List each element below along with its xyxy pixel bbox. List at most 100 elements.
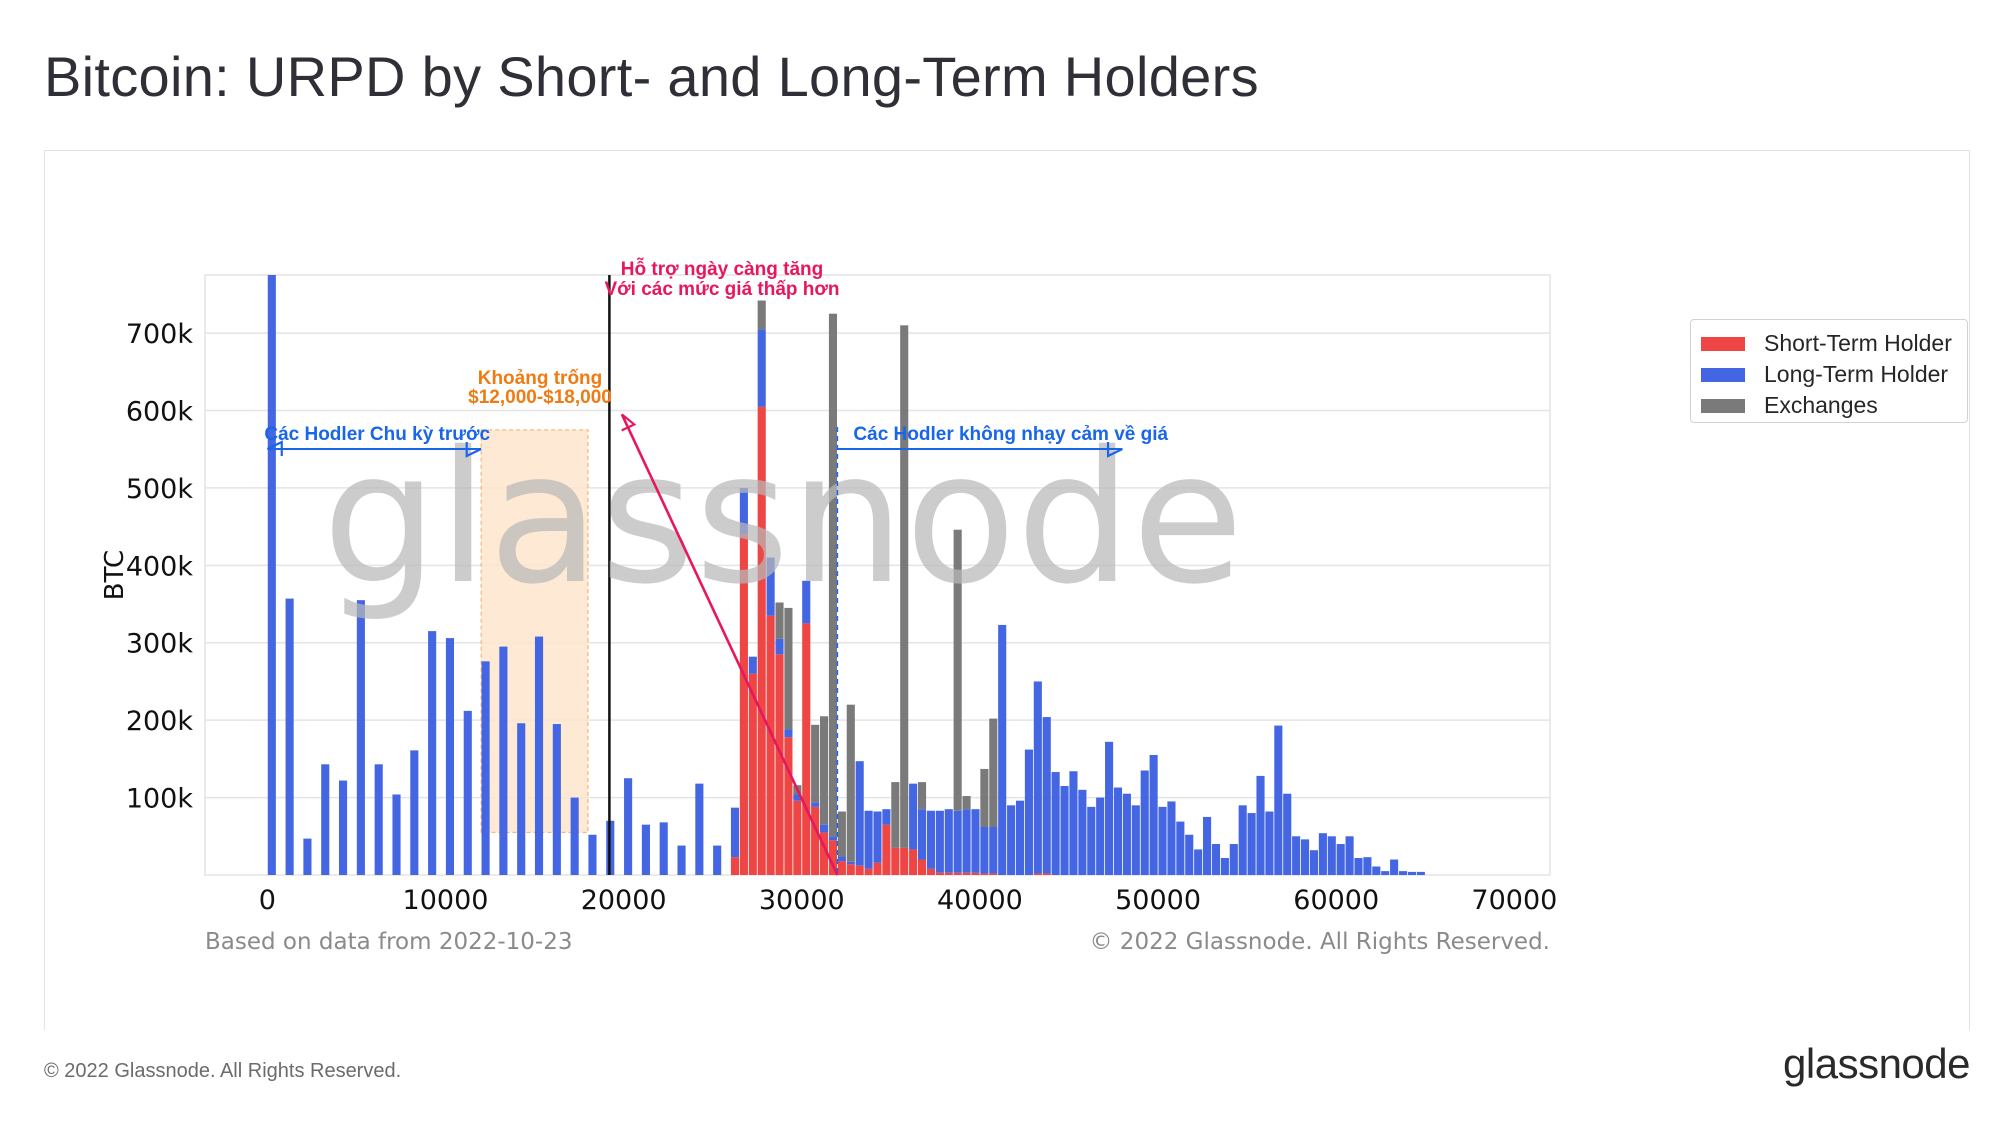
axes: BTC 100k 200k 300k 400k 500k 600k 700k 0 10000 200…	[100, 319, 1557, 955]
bar-long-term	[944, 809, 953, 873]
bar-short-term	[900, 847, 909, 875]
x-tick-label: 30000	[759, 885, 845, 916]
bar-short-term	[766, 615, 775, 875]
gap-highlight	[480, 429, 589, 833]
legend-label: Short-Term Holder	[1764, 330, 1952, 356]
bar-long-term	[828, 836, 838, 841]
bar-long-term	[1176, 821, 1185, 875]
page-title: Bitcoin: URPD by Short- and Long-Term Ho…	[44, 45, 1259, 108]
bar-long-term	[1185, 834, 1194, 875]
bar-short-term	[748, 673, 757, 875]
insensitive-arrowhead	[1106, 442, 1123, 458]
bar-long-term	[757, 329, 766, 407]
bar-long-term	[392, 794, 401, 875]
bar-long-term	[989, 827, 998, 874]
bar-long-term	[1283, 793, 1292, 875]
bar-long-term	[1060, 785, 1069, 875]
bar-long-term	[428, 631, 437, 875]
chart-card: glassnode BTC 100k 200k 300k 400k 500k 600k 700…	[44, 150, 1970, 1030]
bar-long-term	[534, 636, 544, 875]
bar-long-term	[1113, 787, 1123, 875]
bar-short-term	[784, 737, 793, 875]
bar-long-term	[1033, 681, 1042, 874]
bar-long-term	[971, 809, 980, 873]
bar-exchanges	[820, 716, 829, 825]
bar-short-term	[846, 864, 855, 875]
bar-long-term	[1336, 844, 1345, 875]
bar-short-term	[1042, 873, 1051, 875]
bar-long-term	[677, 845, 686, 875]
bar-long-term	[1274, 725, 1283, 875]
y-tick-label: 400k	[126, 551, 194, 582]
y-tick-label: 300k	[126, 629, 194, 660]
y-tick-label: 100k	[126, 784, 194, 815]
bar-long-term	[1407, 871, 1416, 875]
legend-swatch-short-term	[1701, 336, 1745, 351]
bar-short-term	[935, 872, 944, 875]
bar-short-term	[820, 832, 829, 875]
annotations: Các Hodler Chu kỳ trước Các Hodler không …	[264, 258, 1169, 876]
bar-short-term	[837, 861, 846, 875]
support-arrowhead	[621, 413, 637, 432]
bar-long-term	[1256, 775, 1265, 875]
bar-exchanges	[846, 704, 855, 862]
bar-long-term	[517, 723, 526, 875]
bar-long-term	[730, 807, 740, 858]
data-date-note: Based on data from 2022-10-23	[205, 929, 573, 955]
bar-long-term	[882, 809, 891, 825]
bar-exchanges	[837, 811, 846, 857]
bar-exchanges	[917, 782, 927, 810]
copyright-note: © 2022 Glassnode. All Rights Reserved.	[1090, 929, 1551, 955]
prev-cycle-arrowhead-right	[465, 442, 482, 458]
bar-exchanges	[989, 718, 998, 827]
bar-long-term	[926, 810, 935, 869]
bar-short-term	[962, 872, 971, 875]
bar-long-term	[1354, 857, 1363, 875]
bar-long-term	[481, 661, 490, 875]
bar-long-term	[775, 638, 784, 655]
legend-item-short-term: Short-Term Holder	[1701, 328, 1957, 359]
bar-exchanges	[980, 768, 989, 827]
legend-label: Long-Term Holder	[1764, 361, 1949, 387]
support-label-line: Hỗ trợ ngày càng tăng	[621, 258, 823, 280]
bar-long-term	[1229, 844, 1238, 875]
bar-long-term	[499, 646, 508, 875]
bar-long-term	[570, 797, 579, 875]
bar-short-term	[882, 824, 891, 875]
bar-long-term	[1300, 839, 1310, 875]
bar-short-term	[811, 806, 820, 875]
bar-long-term	[1220, 857, 1229, 875]
x-tick-label: 10000	[403, 885, 489, 916]
y-tick-label: 500k	[126, 474, 194, 505]
page-footer: © 2022 Glassnode. All Rights Reserved.	[44, 1060, 402, 1082]
bar-short-term	[802, 623, 811, 875]
bar-long-term	[935, 810, 944, 873]
bar-long-term	[1363, 857, 1372, 875]
bar-long-term	[802, 580, 811, 624]
bar-long-term	[356, 600, 365, 875]
bar-long-term	[588, 834, 597, 875]
bar-long-term	[739, 487, 748, 535]
bar-long-term	[1078, 789, 1087, 875]
bar-long-term	[909, 783, 918, 850]
bar-long-term	[784, 729, 793, 738]
bar-long-term	[962, 809, 971, 873]
legend-swatch-exchanges	[1701, 398, 1745, 413]
bar-long-term	[873, 811, 882, 863]
bar-long-term	[1158, 806, 1167, 875]
bar-exchanges	[775, 602, 784, 639]
x-tick-label: 70000	[1471, 885, 1557, 916]
bar-long-term	[1211, 844, 1221, 875]
bar-exchanges	[891, 782, 900, 848]
bar-long-term	[1042, 717, 1051, 874]
bar-long-term	[321, 764, 330, 875]
bar-long-term	[793, 794, 802, 801]
bar-long-term	[374, 764, 383, 875]
bar-long-term	[713, 845, 722, 875]
bar-long-term	[766, 557, 775, 616]
y-axis-label: BTC	[100, 550, 130, 600]
bar-long-term	[624, 778, 633, 875]
x-tick-label: 0	[259, 885, 276, 916]
bar-long-term	[1024, 749, 1033, 875]
bar-long-term	[285, 598, 294, 875]
